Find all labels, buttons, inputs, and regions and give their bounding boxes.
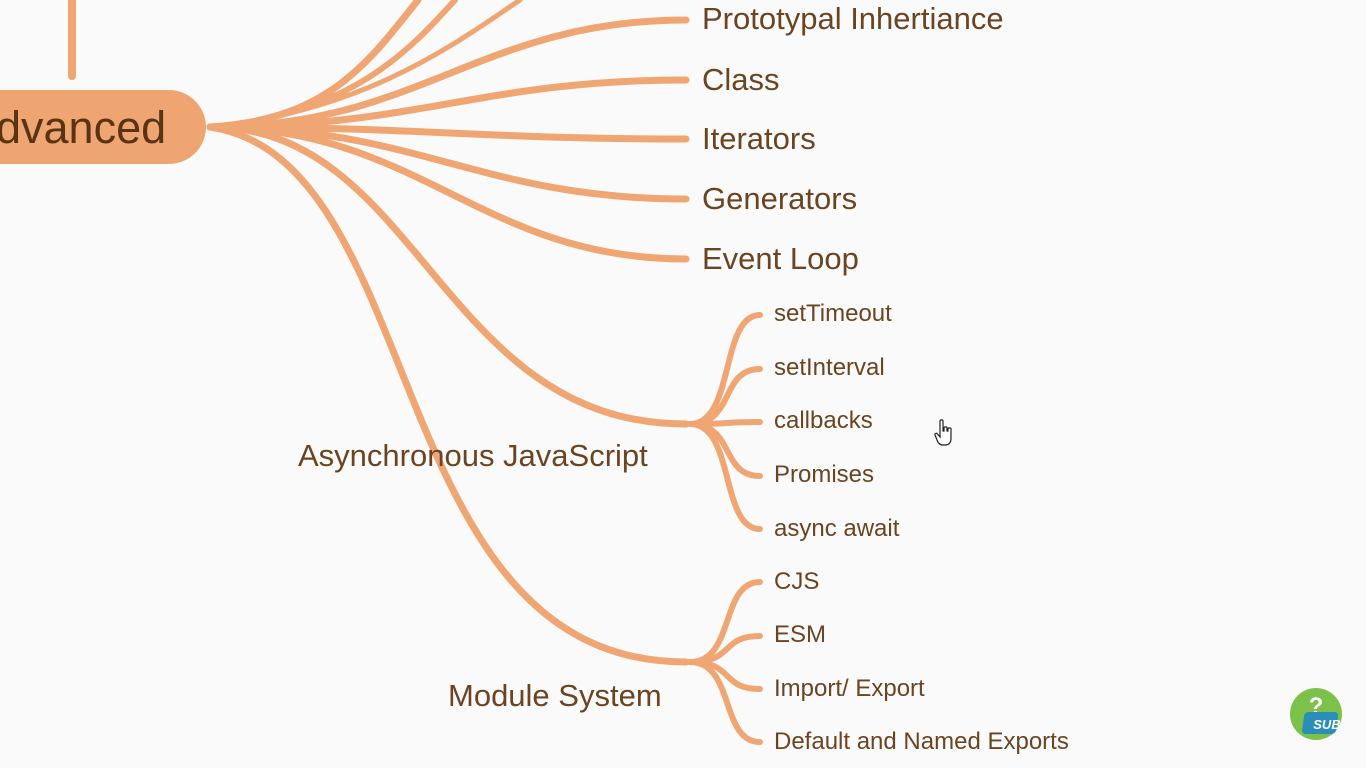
leaf-esm[interactable]: ESM <box>774 621 827 648</box>
leaf-async-await[interactable]: async await <box>774 515 900 542</box>
edge-async-child-4 <box>687 421 763 532</box>
edge-event-loop <box>206 123 690 263</box>
subscribe-badge-icon[interactable]: ? SUB <box>1290 688 1342 740</box>
branch-async-javascript[interactable]: Asynchronous JavaScript <box>298 438 648 473</box>
edge-module-child-3 <box>687 659 763 745</box>
leaf-cjs[interactable]: CJS <box>774 568 820 595</box>
subscribe-badge-label: SUB <box>1313 717 1340 732</box>
leaf-setinterval[interactable]: setInterval <box>774 354 885 381</box>
branch-prototypal-inheritance[interactable]: Prototypal Inhertiance <box>702 1 1004 36</box>
leaf-default-named-exports[interactable]: Default and Named Exports <box>774 728 1069 755</box>
root-node-label: dvanced <box>0 102 167 153</box>
edge-offscreen-3 <box>207 0 523 130</box>
root-node[interactable] <box>0 90 206 164</box>
branch-generators[interactable]: Generators <box>702 181 858 216</box>
leaf-callbacks[interactable]: callbacks <box>774 407 873 434</box>
leaf-import-export[interactable]: Import/ Export <box>774 675 925 702</box>
branch-iterators[interactable]: Iterators <box>702 121 816 156</box>
leaf-promises[interactable]: Promises <box>774 461 875 488</box>
branch-module-system[interactable]: Module System <box>448 678 662 713</box>
edge-module-system <box>206 123 690 666</box>
branch-class[interactable]: Class <box>702 62 780 97</box>
edge-async-javascript <box>206 123 690 428</box>
hand-pointer-icon <box>934 419 952 446</box>
leaf-settimeout[interactable]: setTimeout <box>774 300 892 327</box>
branch-event-loop[interactable]: Event Loop <box>702 241 859 276</box>
